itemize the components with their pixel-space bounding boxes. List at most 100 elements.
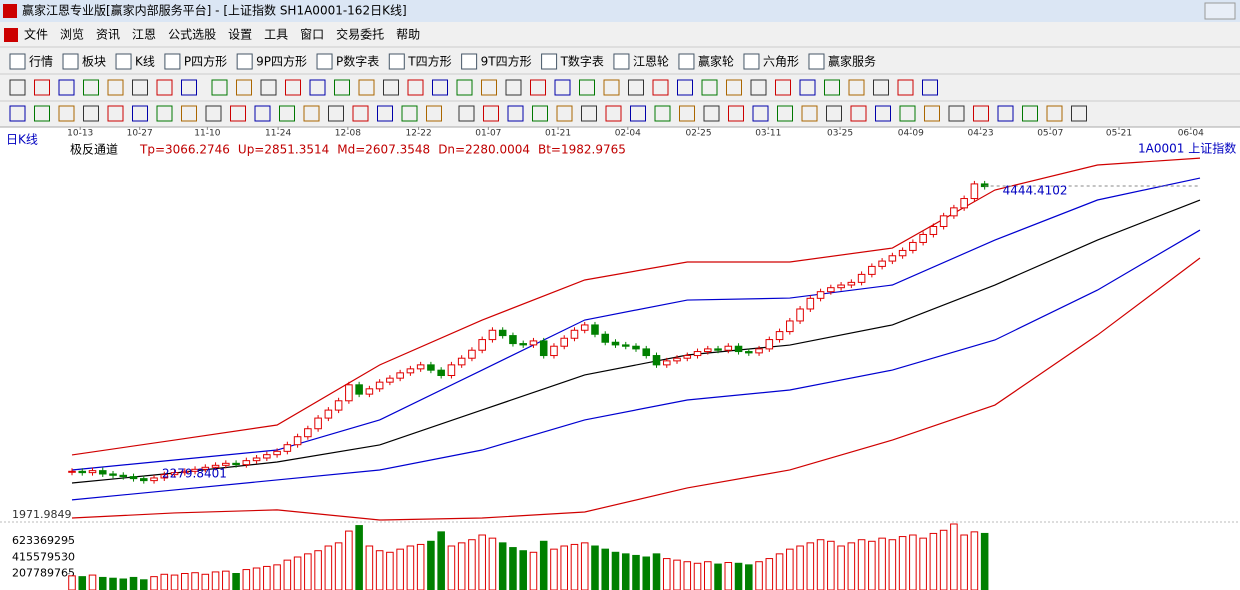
- toolbar-icon[interactable]: [613, 53, 630, 70]
- tool-icon[interactable]: [458, 105, 475, 122]
- tool-icon[interactable]: [205, 105, 222, 122]
- tool-icon[interactable]: [775, 79, 791, 96]
- menu-item[interactable]: 设置: [228, 28, 252, 42]
- tool-icon[interactable]: [236, 79, 252, 96]
- tool-icon[interactable]: [181, 79, 197, 96]
- menu-item[interactable]: 窗口: [300, 28, 324, 42]
- tool-icon[interactable]: [407, 79, 424, 96]
- toolbar-button[interactable]: 赢家服务: [828, 54, 876, 69]
- menu-item[interactable]: 文件: [24, 27, 48, 42]
- tool-icon[interactable]: [377, 105, 393, 122]
- tool-icon[interactable]: [58, 105, 75, 122]
- tool-icon[interactable]: [628, 79, 644, 96]
- tool-icon[interactable]: [752, 105, 769, 122]
- menu-item[interactable]: 江恩: [132, 28, 156, 42]
- tool-icon[interactable]: [726, 79, 742, 96]
- tool-icon[interactable]: [279, 105, 295, 122]
- tool-icon[interactable]: [679, 105, 695, 122]
- tool-icon[interactable]: [532, 105, 548, 122]
- tool-icon[interactable]: [132, 79, 148, 96]
- tool-icon[interactable]: [948, 105, 965, 122]
- tool-icon[interactable]: [799, 79, 816, 96]
- toolbar-button[interactable]: P数字表: [336, 54, 379, 69]
- tool-icon[interactable]: [897, 79, 914, 96]
- tool-icon[interactable]: [728, 105, 744, 122]
- toolbar-button[interactable]: 六角形: [763, 55, 799, 69]
- tool-icon[interactable]: [107, 105, 124, 122]
- tool-icon[interactable]: [58, 79, 75, 96]
- toolbar-icon[interactable]: [236, 53, 253, 70]
- tool-icon[interactable]: [230, 105, 246, 122]
- tool-icon[interactable]: [777, 105, 793, 122]
- tool-icon[interactable]: [401, 105, 418, 122]
- tool-icon[interactable]: [1022, 105, 1038, 122]
- tool-icon[interactable]: [383, 79, 399, 96]
- toolbar-button[interactable]: 9P四方形: [256, 54, 307, 69]
- tool-icon[interactable]: [481, 79, 497, 96]
- tool-icon[interactable]: [83, 79, 99, 96]
- tool-icon[interactable]: [505, 79, 522, 96]
- tool-icon[interactable]: [156, 105, 173, 122]
- toolbar-icon[interactable]: [388, 53, 405, 70]
- tool-icon[interactable]: [426, 105, 442, 122]
- tool-icon[interactable]: [9, 105, 26, 122]
- tool-icon[interactable]: [924, 105, 940, 122]
- tool-icon[interactable]: [34, 79, 50, 96]
- toolbar-icon[interactable]: [115, 53, 132, 70]
- tool-icon[interactable]: [630, 105, 646, 122]
- tool-icon[interactable]: [132, 105, 148, 122]
- tool-icon[interactable]: [107, 79, 124, 96]
- toolbar-icon[interactable]: [164, 53, 181, 70]
- tool-icon[interactable]: [603, 79, 620, 96]
- tool-icon[interactable]: [254, 105, 271, 122]
- tool-icon[interactable]: [309, 79, 326, 96]
- toolbar-button[interactable]: P四方形: [184, 54, 227, 69]
- tool-icon[interactable]: [579, 79, 595, 96]
- tool-icon[interactable]: [303, 105, 320, 122]
- tool-icon[interactable]: [973, 105, 989, 122]
- toolbar-icon[interactable]: [461, 53, 478, 70]
- menu-item[interactable]: 浏览: [60, 27, 84, 42]
- tool-icon[interactable]: [285, 79, 301, 96]
- toolbar-button[interactable]: 9T四方形: [481, 54, 532, 69]
- tool-icon[interactable]: [1071, 105, 1087, 122]
- tool-icon[interactable]: [581, 105, 597, 122]
- menu-item[interactable]: 公式选股: [168, 28, 216, 42]
- tool-icon[interactable]: [530, 79, 546, 96]
- tool-icon[interactable]: [654, 105, 671, 122]
- toolbar-button[interactable]: T四方形: [407, 54, 451, 69]
- menu-item[interactable]: 帮助: [396, 28, 420, 42]
- tool-icon[interactable]: [34, 105, 50, 122]
- tool-icon[interactable]: [181, 105, 197, 122]
- toolbar-button[interactable]: 赢家轮: [698, 54, 734, 69]
- tool-icon[interactable]: [873, 79, 889, 96]
- tool-icon[interactable]: [701, 79, 718, 96]
- tool-icon[interactable]: [358, 79, 375, 96]
- tool-icon[interactable]: [997, 105, 1014, 122]
- tool-icon[interactable]: [432, 79, 448, 96]
- tool-icon[interactable]: [850, 105, 867, 122]
- toolbar-button[interactable]: K线: [135, 55, 155, 69]
- tool-icon[interactable]: [260, 79, 277, 96]
- tool-icon[interactable]: [677, 79, 693, 96]
- toolbar-button[interactable]: 江恩轮: [633, 55, 669, 69]
- tool-icon[interactable]: [848, 79, 865, 96]
- tool-icon[interactable]: [211, 79, 228, 96]
- tool-icon[interactable]: [328, 105, 344, 122]
- tool-icon[interactable]: [352, 105, 369, 122]
- tool-icon[interactable]: [9, 79, 26, 96]
- toolbar-button[interactable]: T数字表: [560, 54, 604, 69]
- tool-icon[interactable]: [507, 105, 524, 122]
- toolbar-icon[interactable]: [808, 53, 825, 70]
- tool-icon[interactable]: [652, 79, 669, 96]
- toolbar-button[interactable]: 板块: [82, 55, 106, 69]
- toolbar-icon[interactable]: [9, 53, 26, 70]
- tool-icon[interactable]: [334, 79, 350, 96]
- toolbar-button[interactable]: 行情: [29, 55, 53, 69]
- tool-icon[interactable]: [456, 79, 473, 96]
- tool-icon[interactable]: [554, 79, 571, 96]
- tool-icon[interactable]: [899, 105, 916, 122]
- window-button[interactable]: [1204, 2, 1236, 20]
- tool-icon[interactable]: [826, 105, 842, 122]
- tool-icon[interactable]: [824, 79, 840, 96]
